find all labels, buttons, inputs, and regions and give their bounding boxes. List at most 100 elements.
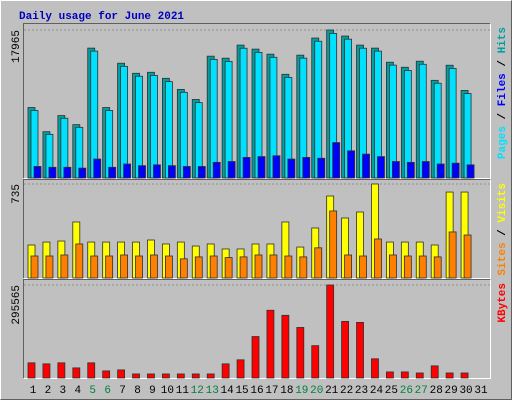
legend-separator: / <box>497 106 509 126</box>
x-tick-label: 17 <box>265 385 278 397</box>
bar <box>102 370 111 379</box>
bar <box>463 234 472 279</box>
bar <box>48 166 57 179</box>
bar <box>281 314 290 379</box>
panel-dark <box>23 279 491 379</box>
bar <box>391 161 400 179</box>
bar <box>60 254 69 279</box>
x-tick-label: 4 <box>74 385 81 397</box>
bar <box>179 258 188 279</box>
bar <box>266 309 275 379</box>
x-tick-label: 16 <box>250 385 263 397</box>
bar <box>326 284 335 379</box>
x-tick-label: 31 <box>474 385 488 397</box>
x-tick-label: 3 <box>60 385 67 397</box>
chart-title: Daily usage for June 2021 <box>19 11 184 23</box>
x-tick-label: 20 <box>310 385 323 397</box>
bar <box>388 254 397 279</box>
legend-entry: Sites <box>497 242 509 275</box>
bar <box>314 247 323 279</box>
bar <box>377 156 385 179</box>
x-tick-label: 14 <box>221 385 235 397</box>
bar <box>388 64 397 179</box>
panel-light <box>23 279 491 379</box>
bar <box>257 156 266 179</box>
bar <box>239 256 248 279</box>
bar <box>418 255 427 279</box>
bar <box>108 166 117 179</box>
bar <box>209 58 218 179</box>
bar <box>451 162 460 179</box>
bar <box>120 65 128 179</box>
bar <box>30 255 39 279</box>
bar <box>191 373 200 379</box>
bar <box>27 362 36 379</box>
bar <box>87 362 96 379</box>
bar <box>120 254 128 279</box>
bar <box>311 345 320 379</box>
x-tick-label: 6 <box>104 385 111 397</box>
bar <box>117 369 125 379</box>
panel-dark <box>23 179 491 279</box>
x-tick-label: 11 <box>176 385 190 397</box>
bar <box>209 255 218 279</box>
bar <box>287 158 296 179</box>
x-tick-label: 23 <box>355 385 368 397</box>
x-tick-label: 13 <box>206 385 219 397</box>
bar <box>415 372 424 379</box>
bar <box>406 161 415 179</box>
bar <box>176 373 185 379</box>
x-tick-label: 28 <box>430 385 443 397</box>
x-tick-label: 27 <box>415 385 428 397</box>
bar <box>75 243 84 279</box>
bar <box>359 255 367 279</box>
bar <box>448 231 457 279</box>
bar <box>344 254 353 279</box>
x-tick-label: 21 <box>325 385 339 397</box>
legend-separator: / <box>497 53 509 73</box>
bar <box>182 166 191 179</box>
x-tick-label: 10 <box>161 385 174 397</box>
legend-entry: Files <box>497 73 509 106</box>
y-tick-label: 295565 <box>11 285 23 325</box>
bar <box>57 362 66 379</box>
bar <box>236 359 245 379</box>
bar <box>296 327 305 379</box>
bar <box>371 358 379 379</box>
x-tick-label: 18 <box>280 385 293 397</box>
bar <box>227 161 236 179</box>
bar <box>132 373 140 379</box>
bar <box>78 167 87 179</box>
bar <box>421 161 430 179</box>
legend-entry: Pages <box>497 126 509 159</box>
bar <box>272 155 281 179</box>
bar <box>299 256 308 279</box>
bar <box>105 255 114 279</box>
x-tick-label: 19 <box>295 385 308 397</box>
panel-light <box>23 179 491 279</box>
legend-entry: Hits <box>497 27 509 53</box>
bar <box>436 163 445 179</box>
x-tick-label: 12 <box>191 385 204 397</box>
bar <box>135 75 143 179</box>
bar <box>164 255 173 279</box>
bar <box>385 371 394 379</box>
x-tick-label: 2 <box>45 385 52 397</box>
x-tick-label: 22 <box>340 385 353 397</box>
legend: Pages / Files / Hits <box>497 27 509 159</box>
x-tick-label: 1 <box>30 385 37 397</box>
bar <box>329 210 338 279</box>
bar <box>362 153 370 179</box>
x-tick-label: 5 <box>89 385 96 397</box>
bar <box>284 255 293 279</box>
bar <box>45 255 54 279</box>
bar <box>150 254 158 279</box>
bar <box>254 254 263 279</box>
bar <box>445 372 454 379</box>
bar <box>403 70 412 179</box>
bar <box>197 166 206 179</box>
x-tick-label: 24 <box>370 385 384 397</box>
panel-light <box>23 23 491 179</box>
x-tick-label: 26 <box>400 385 413 397</box>
